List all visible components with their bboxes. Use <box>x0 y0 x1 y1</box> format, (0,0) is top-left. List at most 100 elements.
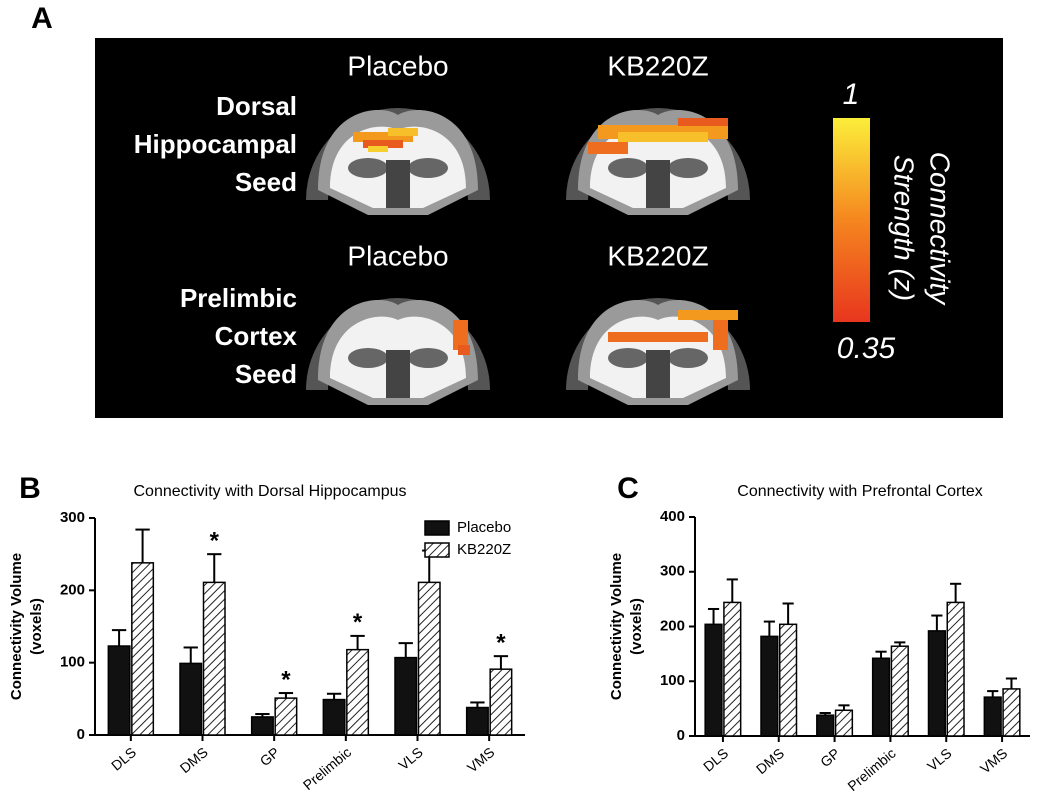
bar <box>927 630 946 737</box>
error-bar <box>894 641 906 647</box>
activation <box>588 142 628 154</box>
error-bar <box>207 553 222 583</box>
brain-midline <box>386 160 410 208</box>
colorbar-min: 0.35 <box>837 332 896 365</box>
significance-marker: * <box>496 630 506 657</box>
brain-midline <box>646 160 670 208</box>
bar <box>704 623 723 737</box>
row-label: Hippocampal <box>134 129 297 159</box>
chart-title: Connectivity with Dorsal Hippocampus <box>134 483 407 500</box>
column-label: Placebo <box>347 50 448 81</box>
colorbar-max: 1 <box>843 78 860 111</box>
bar <box>489 668 513 736</box>
x-tick-label: VLS <box>395 744 426 773</box>
bar <box>465 706 489 736</box>
row-label: Seed <box>235 167 297 197</box>
legend-label: KB220Z <box>457 541 511 558</box>
x-tick-label: VMS <box>977 745 1011 777</box>
bar <box>417 581 441 736</box>
error-bar <box>987 690 999 698</box>
y-axis-label: (voxels) <box>28 598 45 655</box>
y-tick-label: 400 <box>660 508 685 525</box>
brain-slice <box>566 298 750 405</box>
activation <box>678 310 738 320</box>
brain-ventricle <box>408 348 448 368</box>
error-bar <box>183 646 198 664</box>
legend-label: Placebo <box>457 519 511 536</box>
brain-ventricle <box>408 158 448 178</box>
brain-ventricle <box>608 158 648 178</box>
error-bar <box>493 655 509 670</box>
brain-ventricle <box>608 348 648 368</box>
row-label: Prelimbic <box>180 283 297 313</box>
bar <box>816 714 835 737</box>
y-tick-label: 200 <box>660 617 685 634</box>
bar <box>274 697 298 736</box>
activation <box>368 146 388 152</box>
error-bar <box>763 620 775 637</box>
error-bar <box>950 582 962 603</box>
error-bar <box>350 634 365 650</box>
significance-marker: * <box>353 609 363 636</box>
error-bar <box>707 607 720 625</box>
x-tick-label: Prelimbic <box>844 745 898 794</box>
error-bar <box>398 642 413 658</box>
brain-ventricle <box>668 158 708 178</box>
bar <box>202 581 226 736</box>
panel-label: B <box>19 472 41 505</box>
y-tick-label: 100 <box>60 654 85 671</box>
bar <box>179 662 203 736</box>
activation <box>713 320 728 350</box>
row-label: Seed <box>235 359 297 389</box>
error-bar <box>326 692 342 700</box>
legend-swatch <box>424 542 450 558</box>
y-axis-label: Connectivity Volume <box>608 553 625 700</box>
activation <box>453 320 468 350</box>
x-tick-label: DMS <box>177 744 211 776</box>
y-tick-label: 300 <box>60 509 85 526</box>
panel-label: C <box>617 472 639 505</box>
significance-marker: * <box>281 666 291 693</box>
colorbar-label: Connectivity <box>925 152 956 307</box>
activation <box>363 140 403 148</box>
bar <box>322 698 346 736</box>
x-tick-label: GP <box>257 744 283 769</box>
error-bar <box>819 712 831 716</box>
x-tick-label: DLS <box>700 745 731 775</box>
error-bar <box>278 692 294 699</box>
y-axis-label: (voxels) <box>628 598 645 655</box>
chart-title: Connectivity with Prefrontal Cortex <box>737 483 982 500</box>
bar <box>983 696 1002 737</box>
brain-ventricle <box>348 158 388 178</box>
error-bar <box>782 602 794 625</box>
bar <box>890 645 909 737</box>
brain-ventricle <box>668 348 708 368</box>
x-tick-label: DLS <box>108 744 139 774</box>
brain-midline <box>386 350 410 398</box>
row-label: Cortex <box>215 321 298 351</box>
error-bar <box>875 650 887 659</box>
brain-slice <box>566 108 750 215</box>
brain-slice <box>306 108 490 215</box>
bar <box>250 716 274 736</box>
error-bar <box>931 614 943 631</box>
error-bar <box>1005 677 1018 689</box>
colorbar-label: Strength (z) <box>889 155 920 301</box>
error-bar <box>726 578 738 603</box>
y-tick-label: 200 <box>60 581 85 598</box>
x-tick-label: GP <box>817 745 843 770</box>
bar <box>760 635 779 737</box>
error-bar <box>838 704 850 711</box>
activation <box>353 132 413 142</box>
error-bar <box>111 629 127 647</box>
bar <box>346 648 370 736</box>
y-tick-label: 0 <box>77 726 85 743</box>
row-label: Dorsal <box>216 91 297 121</box>
column-label: KB220Z <box>607 50 708 81</box>
brain-midline <box>646 350 670 398</box>
bar <box>779 623 798 737</box>
panel-label: A <box>31 2 53 35</box>
significance-marker: * <box>210 528 220 555</box>
